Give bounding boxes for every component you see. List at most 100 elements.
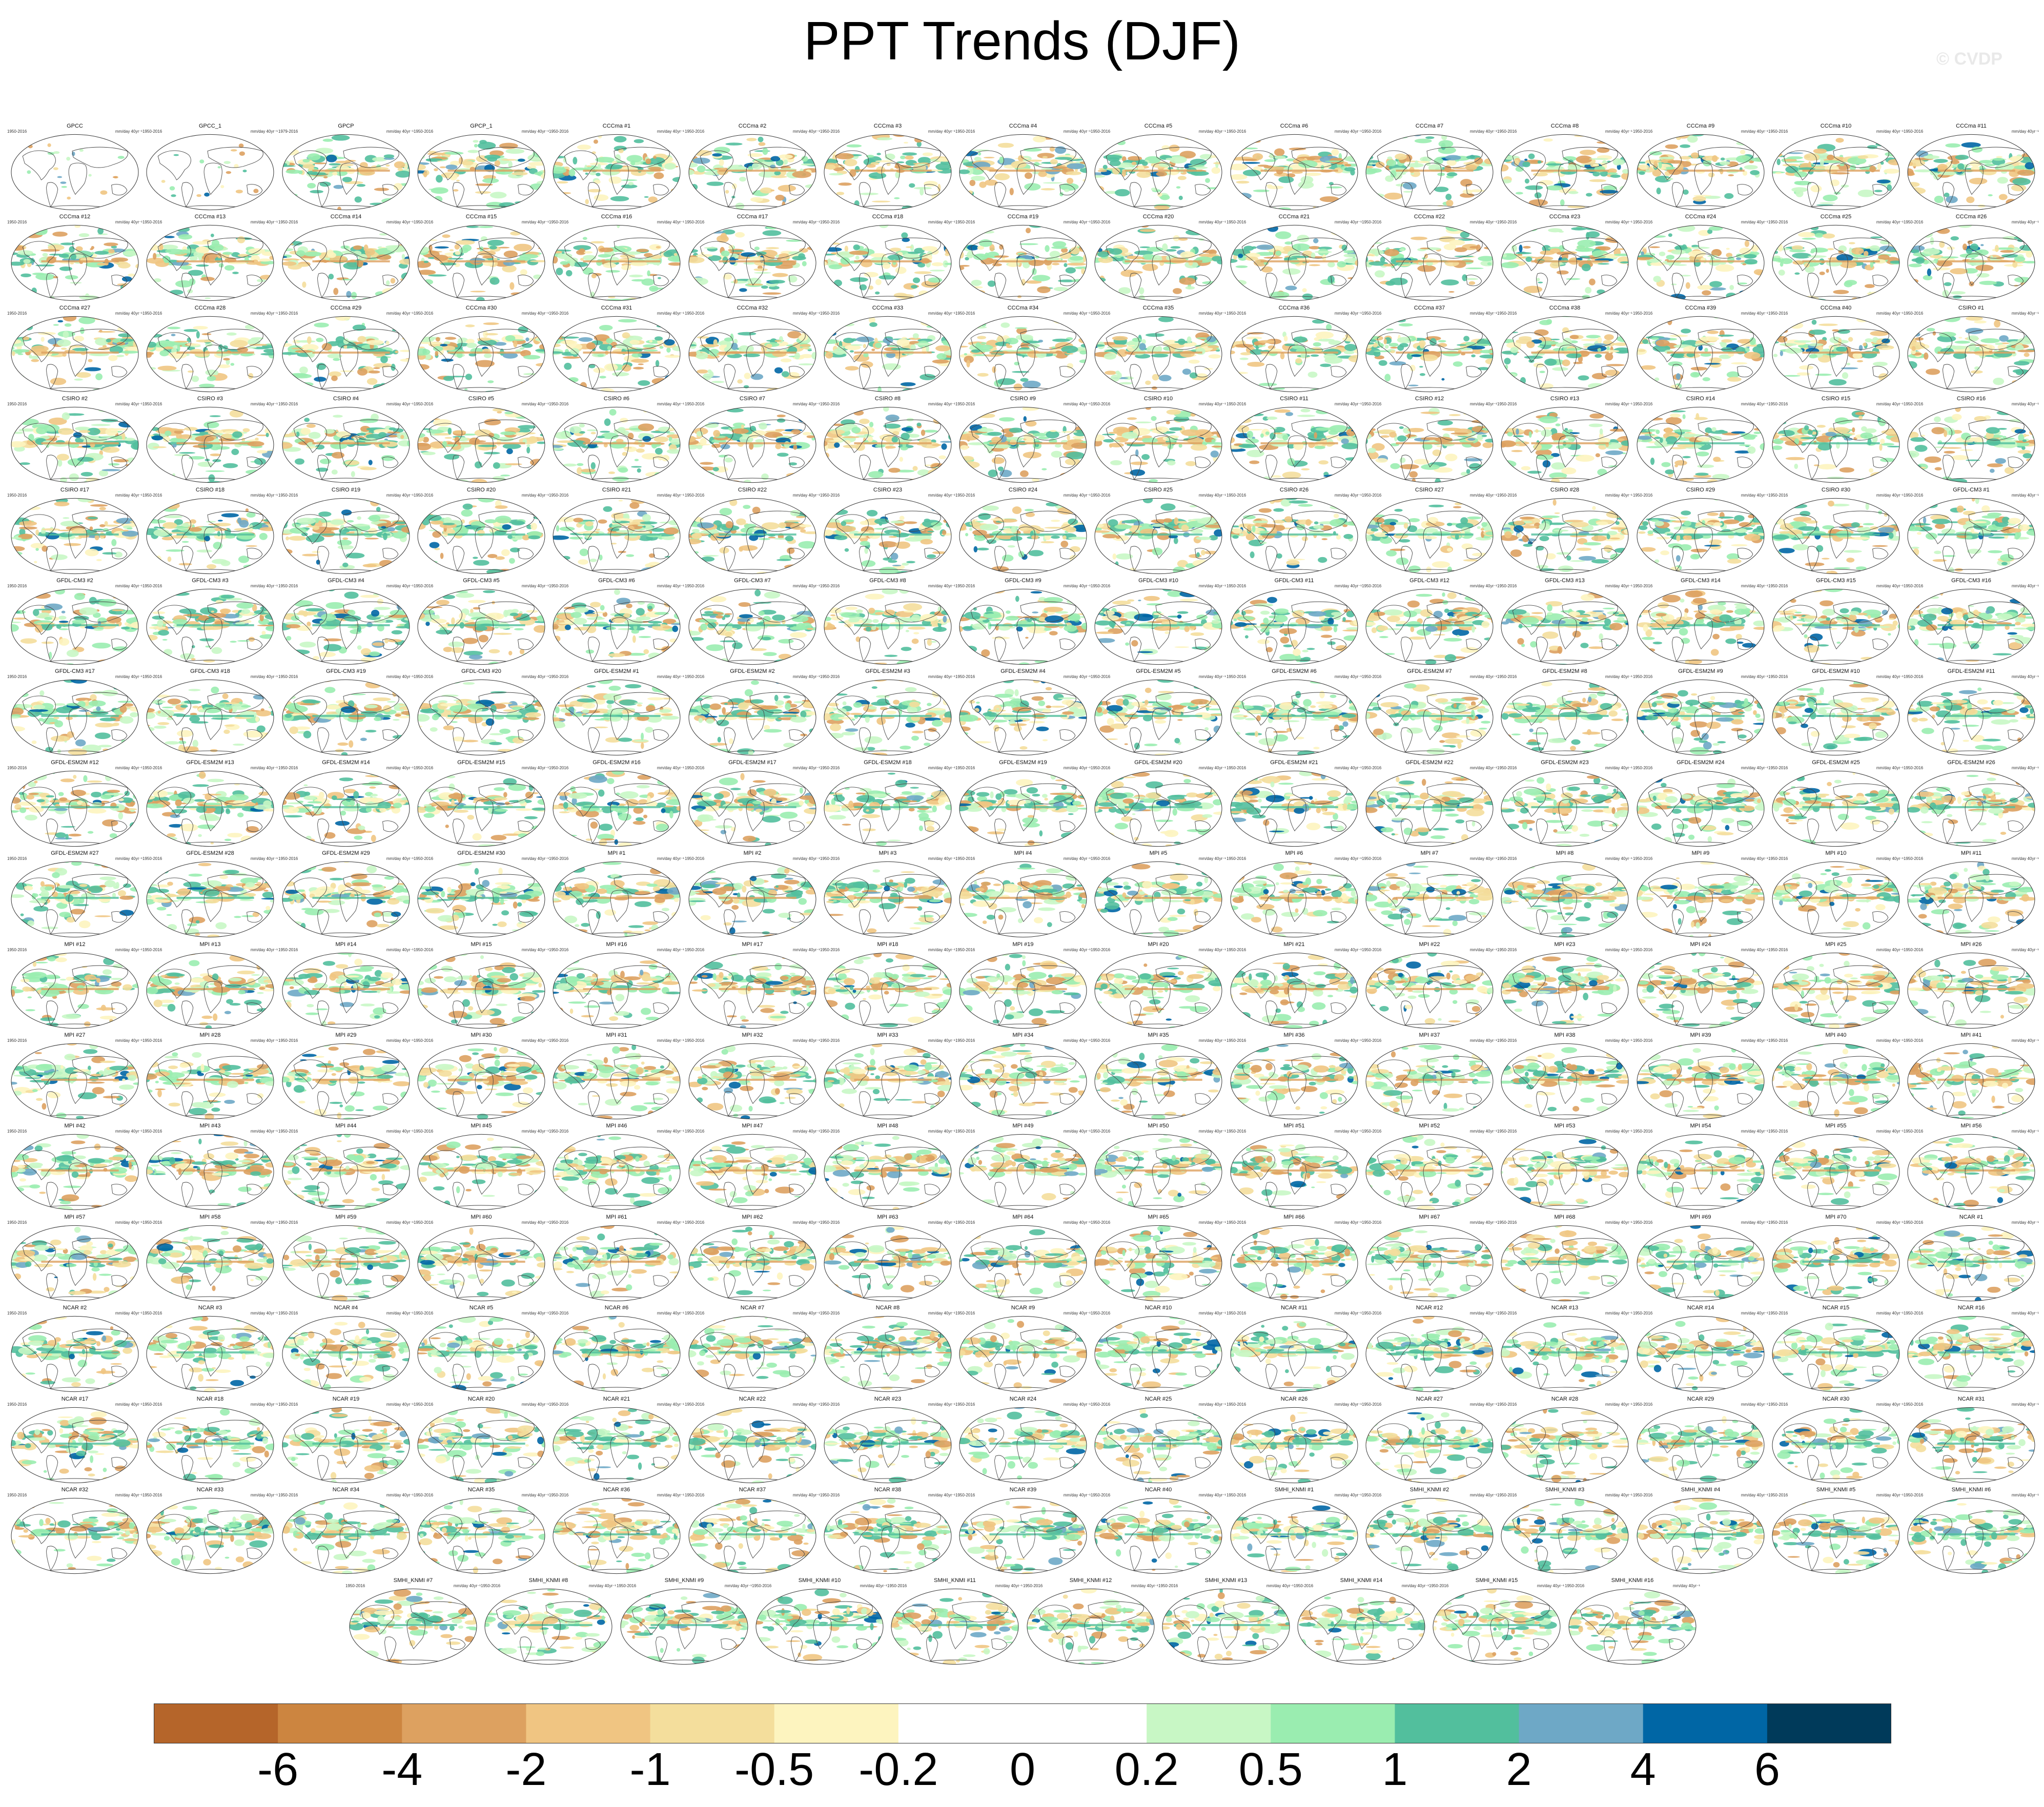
panel-period: 1950-2016 [617,1584,636,1588]
global-map [11,952,139,1029]
global-map [1365,134,1494,211]
global-map [1907,316,2035,393]
panel-units: mm/day 40yr⁻¹ [1470,1402,1497,1407]
colorbar-swatch [1519,1703,1644,1743]
map-panel: MPI #39 1950-2016 mm/day 40yr⁻¹ [1633,1032,1768,1120]
panel-period: 1950-2016 [414,1220,433,1225]
map-panel: MPI #18 1950-2016 mm/day 40yr⁻¹ [820,941,955,1029]
panel-period: 1950-2016 [1091,311,1110,316]
panel-period: 1979-2016 [278,129,298,134]
map-panel: MPI #15 1950-2016 mm/day 40yr⁻¹ [414,941,549,1029]
panel-title: MPI #66 [1227,1214,1362,1220]
map-panel: MPI #66 1950-2016 mm/day 40yr⁻¹ [1227,1214,1362,1302]
global-map [1637,134,1765,211]
panel-period: 1950-2016 [1904,220,1923,224]
global-map [1501,1043,1629,1120]
map-panel: CSIRO #17 1950-2016 mm/day 40yr⁻¹ [7,487,142,574]
colorbar-swatch [402,1703,526,1743]
panel-period: 1950-2016 [549,311,568,316]
global-map [1907,861,2035,938]
panel-period: 1950-2016 [1497,948,1517,952]
global-map [417,861,545,938]
panel-title: CCCma #17 [685,214,820,220]
panel-title: CCCma #33 [820,305,955,311]
panel-period: 1950-2016 [7,766,27,770]
colorbar-tick-label: -2 [505,1747,546,1793]
panel-title: GFDL-ESM2M #8 [1497,668,1632,674]
panel-units: mm/day 40yr⁻¹ [1876,1129,1904,1134]
map-panel: GFDL-CM3 #17 1950-2016 mm/day 40yr⁻¹ [7,668,142,756]
panel-title: GFDL-ESM2M #26 [1904,759,2039,766]
global-map [824,1497,952,1574]
global-map [553,952,681,1029]
panel-period: 1950-2016 [752,1584,771,1588]
panel-title: MPI #8 [1497,850,1632,856]
panel-title: GFDL-ESM2M #11 [1904,668,2039,674]
panel-title: CCCma #16 [549,214,684,220]
panel-units: mm/day 40yr⁻¹ [251,1311,278,1316]
panel-units: mm/day 40yr⁻¹ [589,1584,616,1588]
map-panel: NCAR #24 1950-2016 mm/day 40yr⁻¹ [955,1396,1091,1484]
global-map [824,498,952,574]
panel-title: GFDL-CM3 #19 [278,668,414,674]
map-panel: GPCC_1 1950-2016 mm/day 40yr⁻¹ [142,123,278,211]
global-map [1365,1225,1494,1302]
panel-units: mm/day 40yr⁻¹ [1131,1584,1158,1588]
panel-title: MPI #1 [549,850,684,856]
panel-title: CSIRO #15 [1768,396,1904,402]
map-panel: CSIRO #15 1950-2016 mm/day 40yr⁻¹ [1768,396,1904,483]
panel-units: mm/day 40yr⁻¹ [251,1493,278,1497]
colorbar-swatch [154,1703,278,1743]
map-panel: MPI #9 1950-2016 mm/day 40yr⁻¹ [1633,850,1768,938]
global-map [688,588,816,665]
map-panel: NCAR #17 1950-2016 mm/day 40yr⁻¹ [7,1396,142,1484]
panel-units: mm/day 40yr⁻¹ [1064,856,1091,861]
global-map [1094,1225,1222,1302]
panel-period: 1950-2016 [278,311,298,316]
map-panel: MPI #57 1950-2016 mm/day 40yr⁻¹ [7,1214,142,1302]
panel-units: mm/day 40yr⁻¹ [1335,584,1362,588]
global-map [417,1497,545,1574]
panel-title: CSIRO #16 [1904,396,2039,402]
global-map [1365,1407,1494,1484]
panel-period: 1950-2016 [1633,402,1652,406]
map-panel: GFDL-ESM2M #21 1950-2016 mm/day 40yr⁻¹ [1227,759,1362,847]
global-map [146,1407,274,1484]
map-panel: CCCma #16 1950-2016 mm/day 40yr⁻¹ [549,214,684,301]
panel-units: mm/day 40yr⁻¹ [2012,220,2039,224]
panel-period: 1950-2016 [142,674,162,679]
map-panel: CCCma #12 1950-2016 mm/day 40yr⁻¹ [7,214,142,301]
panel-period: 1950-2016 [278,1402,298,1407]
global-map [959,861,1087,938]
panel-units: mm/day 40yr⁻¹ [1335,129,1362,134]
map-panel: NCAR #1 1950-2016 mm/day 40yr⁻¹ [1904,1214,2039,1302]
global-map [1365,406,1494,483]
panel-period: 1950-2016 [955,1311,975,1316]
panel-period: 1950-2016 [1904,1402,1923,1407]
map-panel: SMHI_KNMI #1 1950-2016 mm/day 40yr⁻¹ [1227,1487,1362,1574]
panel-units: mm/day 40yr⁻¹ [1199,1129,1226,1134]
panel-units: mm/day 40yr⁻¹ [251,220,278,224]
panel-period: 1950-2016 [1633,948,1652,952]
global-map [553,1043,681,1120]
map-panel: GFDL-ESM2M #6 1950-2016 mm/day 40yr⁻¹ [1227,668,1362,756]
map-panel: CCCma #11 1950-2016 mm/day 40yr⁻¹ [1904,123,2039,211]
panel-period: 1950-2016 [414,220,433,224]
panel-units: mm/day 40yr⁻¹ [1199,1220,1226,1225]
global-map [282,498,410,574]
panel-period: 1950-2016 [1768,1311,1788,1316]
global-map [1501,861,1629,938]
panel-units: mm/day 40yr⁻¹ [657,129,684,134]
global-map [1772,406,1900,483]
global-map [1230,224,1358,301]
map-panel: CCCma #21 1950-2016 mm/day 40yr⁻¹ [1227,214,1362,301]
map-panel: MPI #37 1950-2016 mm/day 40yr⁻¹ [1362,1032,1497,1120]
panel-period: 1950-2016 [278,856,298,861]
panel-period: 1950-2016 [549,584,568,588]
global-map [1094,770,1222,847]
panel-period: 1950-2016 [1633,129,1652,134]
map-panel: MPI #10 1950-2016 mm/day 40yr⁻¹ [1768,850,1904,938]
global-map [1907,134,2035,211]
panel-period: 1950-2016 [820,766,840,770]
map-panel: GFDL-ESM2M #3 1950-2016 mm/day 40yr⁻¹ [820,668,955,756]
